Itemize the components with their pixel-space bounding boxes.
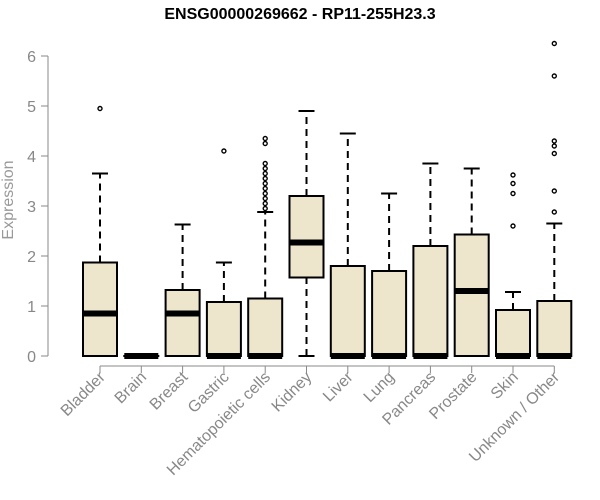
outlier-point (262, 140, 268, 147)
chart-title: ENSG00000269662 - RP11-255H23.3 (164, 6, 436, 23)
plot-area (82, 40, 573, 359)
box-body (453, 233, 490, 357)
x-tick-label: Brain (112, 369, 150, 407)
outlier-point (551, 73, 557, 79)
outlier-point (510, 223, 516, 229)
y-tick-label: 3 (27, 199, 36, 216)
box-body (247, 297, 284, 357)
outlier-point (262, 190, 268, 197)
box-body (205, 301, 242, 357)
box-gastric (205, 148, 242, 359)
outlier-point (551, 143, 557, 149)
box-body (82, 261, 118, 357)
outlier-point (262, 200, 268, 207)
outlier-point (551, 40, 557, 47)
x-tick-label: Skin (488, 369, 522, 403)
outlier-point (221, 148, 227, 154)
box-body (329, 265, 366, 357)
outlier-point (551, 188, 557, 194)
outlier-point (262, 195, 268, 202)
box-hematopoietic-cells (247, 135, 284, 359)
box-body (371, 270, 408, 357)
box-skin (495, 172, 531, 359)
outlier-point (551, 209, 557, 215)
outlier-point (97, 105, 103, 112)
outlier-point (551, 138, 557, 144)
y-tick-label: 6 (27, 49, 36, 66)
outlier-point (510, 172, 516, 178)
x-tick-label: Kidney (269, 369, 316, 416)
y-axis: 0 1 2 3 4 5 6 (27, 49, 49, 366)
box-body (412, 245, 449, 357)
x-tick-label: Breast (147, 368, 192, 413)
outlier-point (262, 205, 268, 212)
y-tick-label: 1 (27, 299, 36, 316)
box-body (536, 300, 573, 357)
y-tick-label: 5 (27, 99, 36, 116)
x-tick-label: Lung (361, 369, 398, 406)
box-prostate (453, 167, 490, 357)
outlier-point (262, 180, 268, 187)
outlier-point (262, 160, 268, 167)
outlier-point (262, 185, 268, 192)
x-tick-label: Liver (320, 368, 357, 405)
outlier-point (510, 190, 516, 197)
outlier-point (262, 175, 268, 182)
box-kidney (288, 110, 325, 357)
box-liver (329, 132, 366, 359)
outlier-point (551, 150, 557, 157)
box-body (288, 195, 325, 279)
box-unknown-other (536, 40, 573, 359)
box-bladder (82, 105, 118, 357)
box-breast (164, 223, 201, 357)
outlier-point (262, 170, 268, 177)
y-tick-label: 0 (27, 349, 36, 366)
box-lung (371, 192, 408, 359)
y-tick-label: 2 (27, 249, 36, 266)
box-body (495, 309, 531, 357)
box-pancreas (412, 162, 449, 359)
outlier-point (262, 135, 268, 142)
outlier-point (262, 165, 268, 172)
y-tick-label: 4 (27, 149, 36, 166)
y-axis-title: Expression (0, 160, 17, 239)
box-body (164, 289, 201, 357)
x-tick-label: Bladder (58, 368, 109, 419)
outlier-point (510, 180, 516, 187)
